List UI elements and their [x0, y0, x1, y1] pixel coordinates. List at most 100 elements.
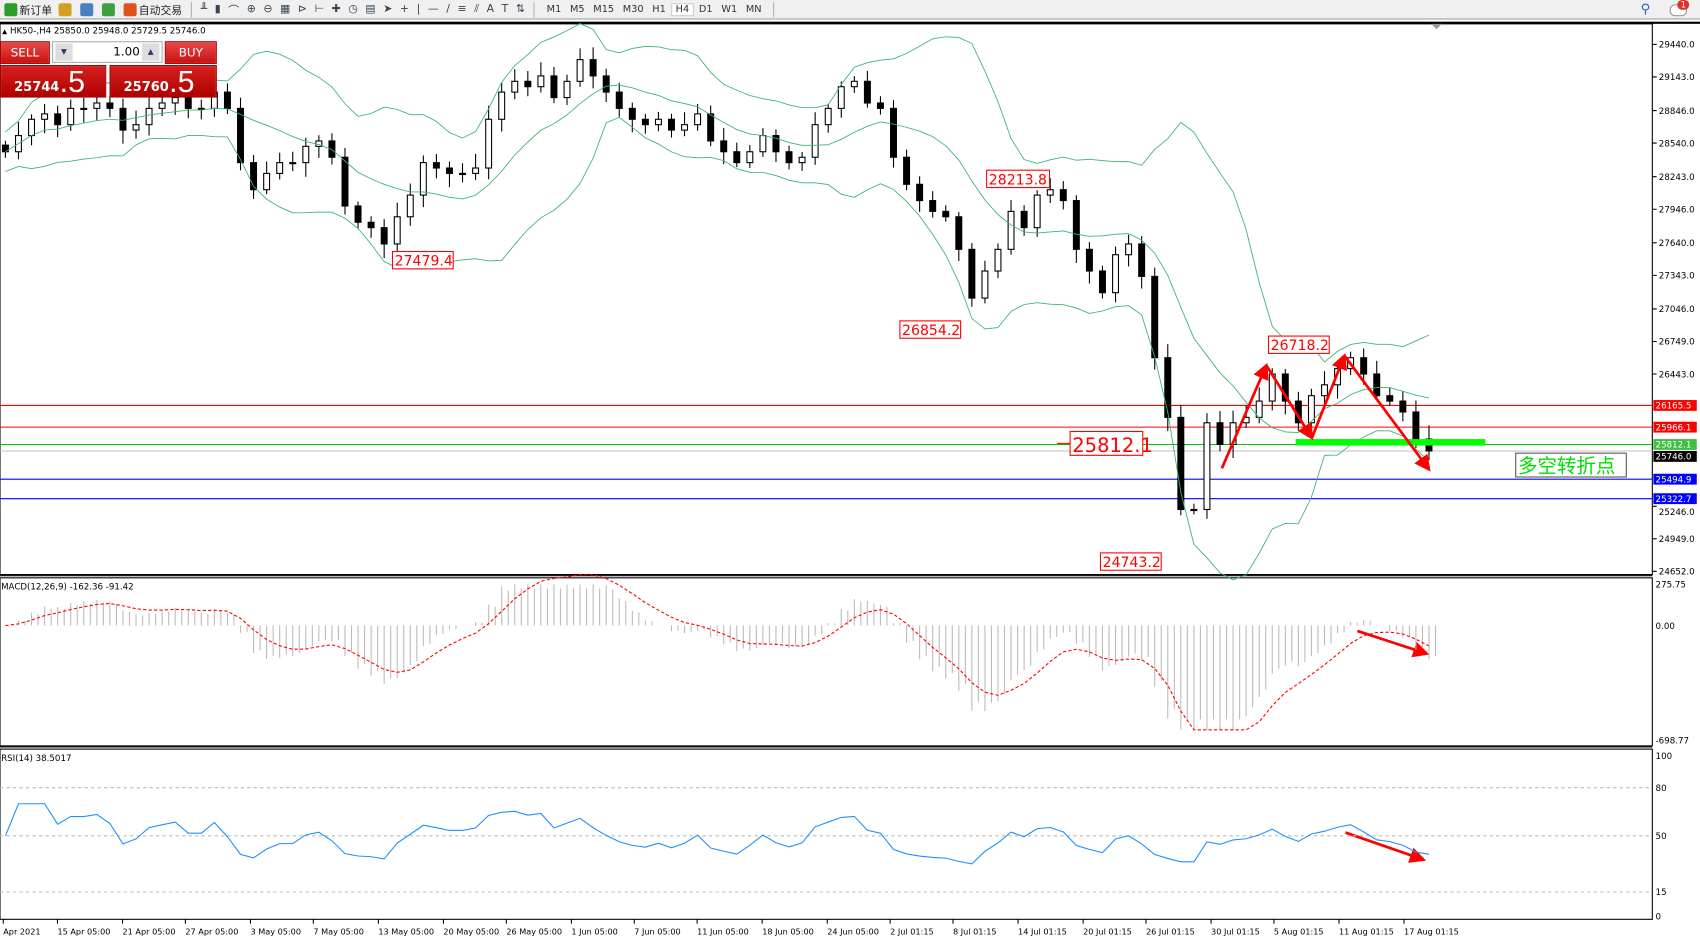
signal-button[interactable]	[101, 2, 117, 16]
timeframe-h1[interactable]: H1	[652, 3, 666, 15]
chart-header: ▲ HK50-,H4 25850.0 25948.0 25729.5 25746…	[2, 26, 205, 36]
price-tick-label: 25246.0	[1659, 508, 1695, 518]
bear-candle	[1164, 357, 1172, 418]
volume-increase-button[interactable]: ▲	[142, 43, 160, 61]
buy-button[interactable]: BUY	[164, 41, 217, 64]
bear-candle	[602, 75, 610, 93]
rsi-tick-label: 0	[1656, 912, 1662, 922]
bollinger-lower	[5, 116, 1430, 581]
price-level-label: 25494.9	[1656, 475, 1692, 485]
market-button[interactable]	[80, 2, 95, 16]
bull-candle	[197, 107, 205, 111]
bear-candle	[942, 210, 950, 218]
time-tick-label: 26 Jul 01:15	[1146, 926, 1195, 936]
volume-decrease-button[interactable]: ▼	[55, 43, 73, 61]
timeframe-mn[interactable]: MN	[745, 3, 762, 15]
bull-candle	[1203, 422, 1211, 511]
trendline-icon[interactable]: /	[446, 3, 450, 16]
time-tick-label: 21 Apr 05:00	[123, 926, 176, 936]
price-annotation-box	[1099, 552, 1162, 571]
bull-candle	[302, 145, 310, 164]
arrows-icon[interactable]: ⇅	[515, 3, 525, 16]
zoom-out-icon[interactable]: ⊖	[263, 3, 273, 16]
collapse-triangle-icon[interactable]: ▲	[2, 28, 8, 36]
bull-candle	[158, 102, 166, 109]
periods-icon[interactable]: ◷	[348, 3, 358, 16]
price-tick-label: 29143.0	[1659, 73, 1695, 83]
bull-candle	[1033, 194, 1041, 229]
fibo-fan-icon[interactable]: ⫽	[474, 3, 480, 16]
bear-candle	[968, 248, 976, 299]
bull-candle	[746, 151, 754, 164]
timeframe-h4[interactable]: H4	[671, 2, 694, 16]
new-order-button[interactable]: 新订单	[4, 1, 52, 17]
sell-button[interactable]: SELL	[0, 41, 50, 64]
text-icon[interactable]: A	[486, 3, 495, 16]
indicators-icon[interactable]: ✚	[331, 3, 341, 16]
bear-candle	[772, 135, 780, 153]
zoom-in-icon[interactable]: ⊕	[246, 3, 256, 16]
macd-tick-label: -698.77	[1656, 737, 1689, 747]
rsi-line	[4, 803, 1430, 865]
price-tick-label: 27640.0	[1659, 239, 1695, 249]
text-label-icon[interactable]: T	[501, 3, 509, 16]
volume-input[interactable]	[74, 43, 140, 60]
price-chart[interactable]: 29440.0 29143.0 28846.0 28540.0 28243.0 27946…	[0, 22, 1700, 941]
templates-icon[interactable]: ▤	[365, 3, 376, 16]
price-tick-label: 29440.0	[1659, 41, 1695, 51]
vertical-line-icon[interactable]: |	[416, 3, 421, 16]
candlestick-icon[interactable]: ▮	[214, 3, 221, 16]
bear-candle	[903, 156, 911, 185]
buy-price[interactable]: 25760 .5	[109, 65, 217, 99]
search-icon[interactable]: ⚲	[1640, 1, 1651, 17]
price-level-label: 25746.0	[1656, 453, 1692, 463]
timeframe-m15[interactable]: M15	[593, 3, 615, 15]
volume-stepper[interactable]: ▼ ▲	[52, 41, 163, 63]
bear-candle	[1151, 275, 1159, 359]
time-tick-label: 2 Jul 01:15	[890, 926, 934, 936]
time-tick-label: 1 Jun 05:00	[571, 926, 617, 936]
bear-candle	[1085, 248, 1093, 272]
bear-candle	[890, 107, 897, 158]
bear-candle	[1399, 400, 1407, 413]
bear-candle	[707, 113, 715, 142]
horizontal-line-icon[interactable]: —	[427, 3, 439, 16]
price-level-tag	[1653, 439, 1697, 450]
time-tick-label: 11 Aug 01:15	[1339, 926, 1394, 936]
price-tick-label: 28846.0	[1659, 107, 1695, 117]
bull-candle	[654, 118, 662, 126]
timeframe-m30[interactable]: M30	[622, 3, 644, 15]
chart-shift-icon[interactable]: ⊳	[297, 3, 308, 16]
time-tick-label: 17 Aug 01:15	[1404, 926, 1459, 936]
price-annotation: 26718.2	[1271, 338, 1329, 354]
line-chart-icon[interactable]: ⌒	[228, 5, 240, 18]
timeframe-w1[interactable]: W1	[721, 3, 738, 15]
autotrade-button[interactable]: 自动交易	[123, 1, 182, 17]
bear-candle	[1386, 395, 1394, 402]
time-tick-label: 24 Jun 05:00	[827, 926, 879, 936]
history-button[interactable]	[58, 2, 74, 16]
autoscroll-icon[interactable]: ⊢	[314, 3, 325, 16]
bear-candle	[876, 102, 884, 109]
bear-candle	[1216, 422, 1224, 445]
buy-price-main: 25760	[123, 79, 169, 95]
chart-window[interactable]: 29440.0 29143.0 28846.0 28540.0 28243.0 27946…	[0, 21, 1700, 943]
timeframe-m1[interactable]: M1	[546, 3, 562, 15]
bear-candle	[328, 140, 336, 158]
tile-icon[interactable]: ▦	[280, 3, 291, 16]
bull-candle	[981, 270, 989, 299]
price-annotation: 26854.2	[902, 323, 960, 339]
timeframe-m5[interactable]: M5	[569, 3, 585, 15]
time-tick-label: 20 Jul 01:15	[1083, 926, 1132, 936]
bear-candle	[955, 216, 963, 250]
fibonacci-icon[interactable]: ≡	[457, 3, 467, 16]
sell-price[interactable]: 25744 .5	[0, 65, 107, 99]
cursor-icon[interactable]: ➤	[383, 3, 393, 16]
bull-candle	[694, 113, 702, 126]
bull-candle	[93, 102, 101, 109]
notification-icon[interactable]: 1	[1669, 0, 1692, 17]
bar-chart-icon[interactable]: ╨	[200, 3, 208, 16]
timeframe-d1[interactable]: D1	[698, 3, 713, 15]
crosshair-icon[interactable]: +	[399, 3, 410, 16]
bear-candle	[1177, 416, 1185, 511]
